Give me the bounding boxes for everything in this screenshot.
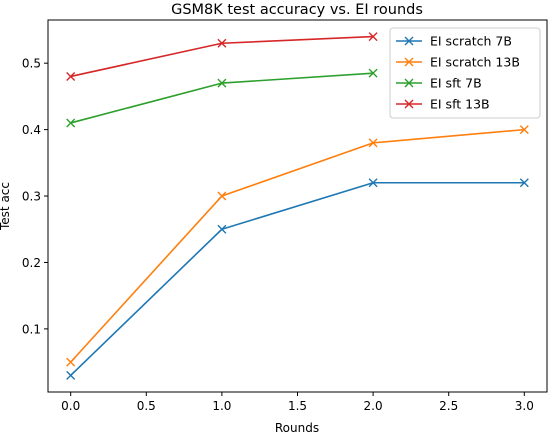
legend-marker [404, 36, 414, 46]
x-tick-label: 3.0 [515, 399, 534, 413]
x-tick-label: 2.5 [439, 399, 458, 413]
data-point [217, 191, 227, 201]
legend-box [389, 27, 541, 119]
chart-title: GSM8K test accuracy vs. EI rounds [171, 2, 423, 18]
legend: EI scratch 7B EI scratch 13B EI sft 7B EI s… [389, 27, 541, 119]
data-point [66, 357, 76, 367]
x-tick-label: 2.0 [364, 399, 383, 413]
y-axis: 0.1 0.2 0.3 0.4 0.5 [22, 57, 48, 336]
y-tick-label: 0.1 [22, 322, 41, 336]
data-point [66, 370, 76, 380]
data-point [217, 38, 227, 48]
x-axis-label: Rounds [275, 421, 319, 432]
y-tick-label: 0.3 [22, 190, 41, 204]
legend-label: EI scratch 13B [430, 55, 520, 70]
x-tick-label: 1.5 [288, 399, 307, 413]
data-point [368, 138, 378, 148]
legend-label: EI sft 7B [430, 76, 482, 91]
y-tick-label: 0.5 [22, 57, 41, 71]
legend-marker [404, 78, 414, 88]
data-point [368, 32, 378, 42]
data-point [217, 224, 227, 234]
legend-label: EI sft 13B [430, 97, 490, 112]
plot-area [66, 32, 529, 380]
x-tick-label: 0.0 [61, 399, 80, 413]
data-point [66, 118, 76, 128]
x-axis: 0.0 0.5 1.0 1.5 2.0 2.5 3.0 [61, 392, 534, 413]
series-line [70, 181, 525, 376]
series-1 [66, 125, 529, 367]
data-point [519, 178, 529, 188]
series-0 [66, 178, 529, 380]
x-tick-label: 0.5 [137, 399, 156, 413]
y-tick-label: 0.4 [22, 123, 41, 137]
legend-label: EI scratch 7B [430, 34, 512, 49]
series-line [70, 128, 525, 363]
data-point [368, 178, 378, 188]
data-point [519, 125, 529, 135]
data-point [217, 78, 227, 88]
data-point [66, 71, 76, 81]
y-tick-label: 0.2 [22, 256, 41, 270]
data-point [368, 68, 378, 78]
y-axis-label: Test acc [0, 182, 12, 231]
series-2 [66, 68, 378, 128]
legend-marker [404, 99, 414, 109]
legend-marker [404, 57, 414, 67]
x-tick-label: 1.0 [212, 399, 231, 413]
series-3 [66, 32, 378, 81]
